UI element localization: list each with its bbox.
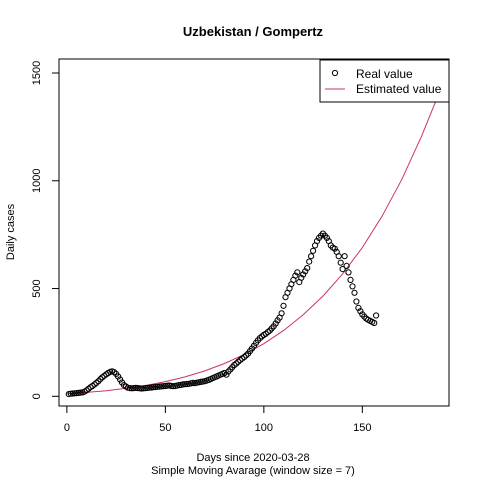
x-axis-subtitle: Simple Moving Avarage (window size = 7) [151,465,355,477]
x-axis-label: Days since 2020-03-28 [196,452,309,464]
real-value-point [308,253,315,260]
real-value-point [164,382,171,389]
real-value-point [144,384,151,391]
real-value-point [323,234,330,241]
real-value-point [302,268,309,275]
real-value-point [233,360,240,367]
x-tick-label: 150 [353,422,371,434]
real-value-point [160,383,167,390]
real-value-point [347,276,354,283]
real-value-point [373,312,380,319]
real-value-point [132,384,139,391]
y-tick-label: 1000 [31,169,43,193]
real-value-point [310,247,317,254]
real-value-point [140,385,147,392]
real-value-point [298,274,305,281]
real-value-point [241,354,248,361]
real-value-point [73,390,80,397]
real-value-point [146,384,153,391]
real-value-point [152,383,159,391]
real-value-point [331,245,338,252]
real-value-point [349,283,356,290]
y-axis-label: Daily cases [5,203,17,260]
y-tick-label: 500 [31,279,43,297]
real-value-point [343,262,350,269]
legend-label-real-value: Real value [356,67,413,81]
real-value-point [154,383,161,390]
x-tick-label: 100 [255,422,273,434]
real-value-point [313,238,321,245]
real-value-point [292,272,299,279]
legend-box [319,59,450,103]
plot-area-frame [58,58,450,407]
real-value-point [306,258,313,265]
real-value-point [67,390,74,397]
real-value-point [126,385,133,392]
real-value-point [280,302,287,309]
chart-title: Uzbekistan / Gompertz [183,24,324,39]
real-value-point [335,253,342,260]
real-value-point [183,380,191,388]
real-value-point [371,319,378,327]
real-value-point [339,266,346,273]
x-tick-label: 0 [64,422,70,434]
y-tick-label: 0 [31,393,43,399]
legend-label-estimated-value: Estimated value [356,82,442,96]
real-value-point [243,352,250,359]
real-value-point [221,369,228,377]
real-value-point [341,253,348,260]
x-axis: 0 50 100 150 [64,405,372,434]
y-axis: 0 500 1000 1500 [31,61,60,399]
real-value-series [65,230,380,398]
real-value-point [355,304,362,311]
real-value-point [353,298,360,305]
real-value-point [351,289,358,296]
real-value-point [138,385,145,392]
real-value-point [223,371,230,378]
real-value-point [97,376,104,383]
x-tick-label: 50 [159,422,171,434]
real-value-point [337,259,344,266]
real-value-point [134,385,141,392]
legend-marker-real-value [331,69,339,77]
real-value-point [180,381,187,388]
real-value-point [170,383,177,390]
real-value-point [300,271,307,278]
real-value-point [130,385,137,392]
legend: Real value Estimated value [319,59,450,103]
real-value-point [272,320,279,327]
real-value-point [357,308,364,315]
y-tick-label: 1500 [31,61,43,85]
real-value-point [345,269,352,276]
real-value-point [158,383,165,390]
real-value-point [294,269,301,276]
real-value-point [278,310,285,317]
real-value-point [69,390,76,397]
real-value-point [150,384,157,391]
real-value-point [304,265,311,272]
real-value-point [111,369,118,376]
